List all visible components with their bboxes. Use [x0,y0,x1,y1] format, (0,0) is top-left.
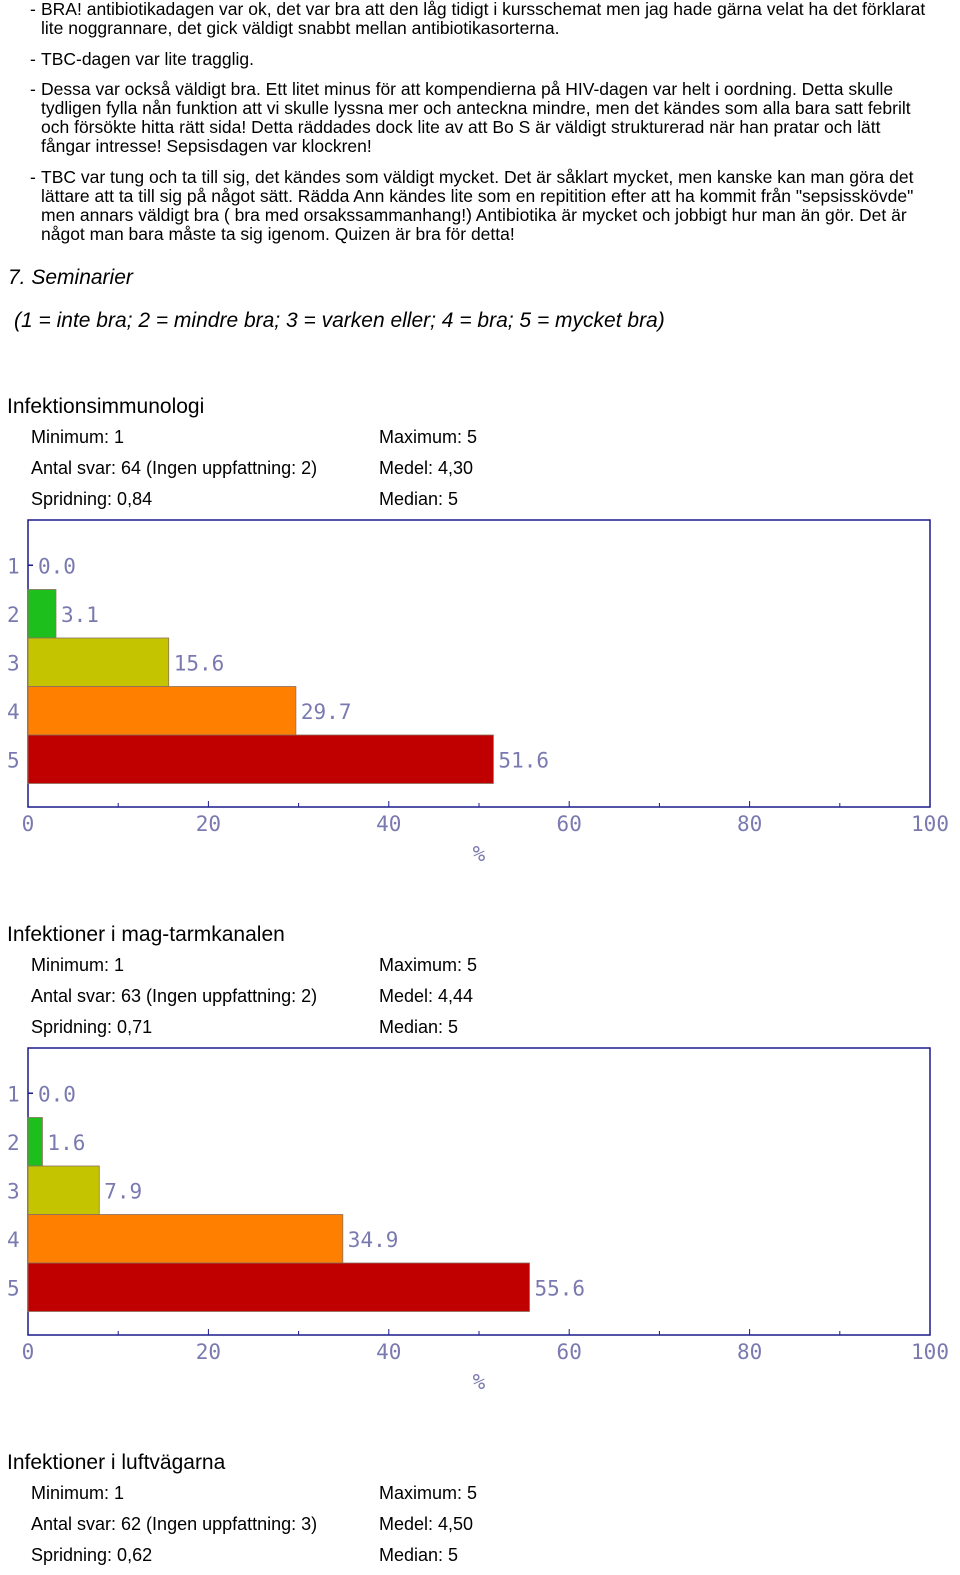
category-label: 3 [7,1179,20,1203]
x-tick-label: 60 [557,812,582,836]
comment-item: - TBC-dagen var lite tragglig. [30,50,930,69]
comment-text: TBC-dagen var lite tragglig. [41,49,255,69]
x-tick-label: 40 [376,812,401,836]
block-title: Infektionsimmunologi [7,395,205,418]
bar [27,637,170,687]
value-label: 3.1 [61,603,99,627]
stat-maximum: Maximum: 5 [379,955,478,975]
stat-median: Median: 5 [379,1545,459,1565]
category-label: 1 [7,1082,20,1106]
stat-median: Median: 5 [379,489,459,509]
stat-minimum: Minimum: 1 [31,1483,125,1503]
stat-spridning: Spridning: 0,84 [31,489,153,509]
category-label: 5 [7,1276,20,1300]
value-label: 51.6 [498,748,549,772]
stat-maximum: Maximum: 5 [379,427,478,447]
category-label: 1 [7,554,20,578]
x-tick-label: 100 [911,812,949,836]
comment-item: - BRA! antibiotikadagen var ok, det var … [30,0,930,38]
category-label: 4 [7,700,20,724]
stat-spridning: Spridning: 0,62 [31,1545,153,1565]
stat-minimum: Minimum: 1 [31,427,125,447]
bar-chart: 1 0.0 2 3.1 3 15.6 4 29.7 5 51.6 0 20 40 60 80 100% [7,519,949,866]
value-label: 0.0 [38,554,76,578]
stat-antal-svar: Antal svar: 62 (Ingen uppfattning: 3) [31,1514,318,1534]
category-label: 5 [7,748,20,772]
comment-item: - Dessa var också väldigt bra. Ett litet… [30,80,930,156]
value-label: 15.6 [174,651,225,675]
x-axis-label: % [473,1370,486,1394]
bar [27,1117,43,1167]
bar [27,734,494,784]
stat-median: Median: 5 [379,1017,459,1037]
category-label: 4 [7,1228,20,1252]
stat-medel: Medel: 4,44 [379,986,474,1006]
x-tick-label: 40 [376,1340,401,1364]
block-title: Infektioner i mag-tarmkanalen [7,923,285,946]
x-tick-label: 80 [737,1340,762,1364]
x-tick-label: 20 [196,812,221,836]
stat-spridning: Spridning: 0,71 [31,1017,153,1037]
stat-medel: Medel: 4,30 [379,458,474,478]
comment-item: - TBC var tung och ta till sig, det känd… [30,168,930,244]
x-tick-label: 0 [22,812,35,836]
block-title: Infektioner i luftvägarna [7,1451,226,1474]
bar [27,686,297,736]
x-axis-label: % [473,842,486,866]
x-tick-label: 60 [557,1340,582,1364]
x-tick-label: 80 [737,812,762,836]
category-label: 2 [7,603,20,627]
stat-antal-svar: Antal svar: 64 (Ingen uppfattning: 2) [31,458,318,478]
section-heading: 7. Seminarier [8,266,133,289]
category-label: 3 [7,651,20,675]
category-label: 2 [7,1131,20,1155]
bar [27,1165,100,1215]
value-label: 34.9 [348,1228,399,1252]
x-tick-label: 0 [22,1340,35,1364]
bar-chart: 1 0.0 2 1.6 3 7.9 4 34.9 5 55.6 0 20 40 60 80 100% [7,1047,949,1394]
x-tick-label: 100 [911,1340,949,1364]
comment-dash: - [30,167,36,187]
comment-dash: - [30,49,36,69]
scale-note: (1 = inte bra; 2 = mindre bra; 3 = varke… [14,309,665,332]
value-label: 7.9 [104,1179,142,1203]
bar [27,1214,344,1264]
stat-minimum: Minimum: 1 [31,955,125,975]
bar [27,1262,530,1312]
value-label: 55.6 [535,1276,586,1300]
stat-antal-svar: Antal svar: 63 (Ingen uppfattning: 2) [31,986,318,1006]
value-label: 29.7 [301,700,352,724]
comment-text: BRA! antibiotikadagen var ok, det var br… [41,0,926,38]
comment-text: TBC var tung och ta till sig, det kändes… [41,167,914,244]
comment-dash: - [30,79,36,99]
stat-medel: Medel: 4,50 [379,1514,474,1534]
bar [27,589,57,639]
value-label: 0.0 [38,1082,76,1106]
stat-maximum: Maximum: 5 [379,1483,478,1503]
value-label: 1.6 [47,1131,85,1155]
comment-dash: - [30,0,36,19]
x-tick-label: 20 [196,1340,221,1364]
comment-text: Dessa var också väldigt bra. Ett litet m… [41,79,911,156]
